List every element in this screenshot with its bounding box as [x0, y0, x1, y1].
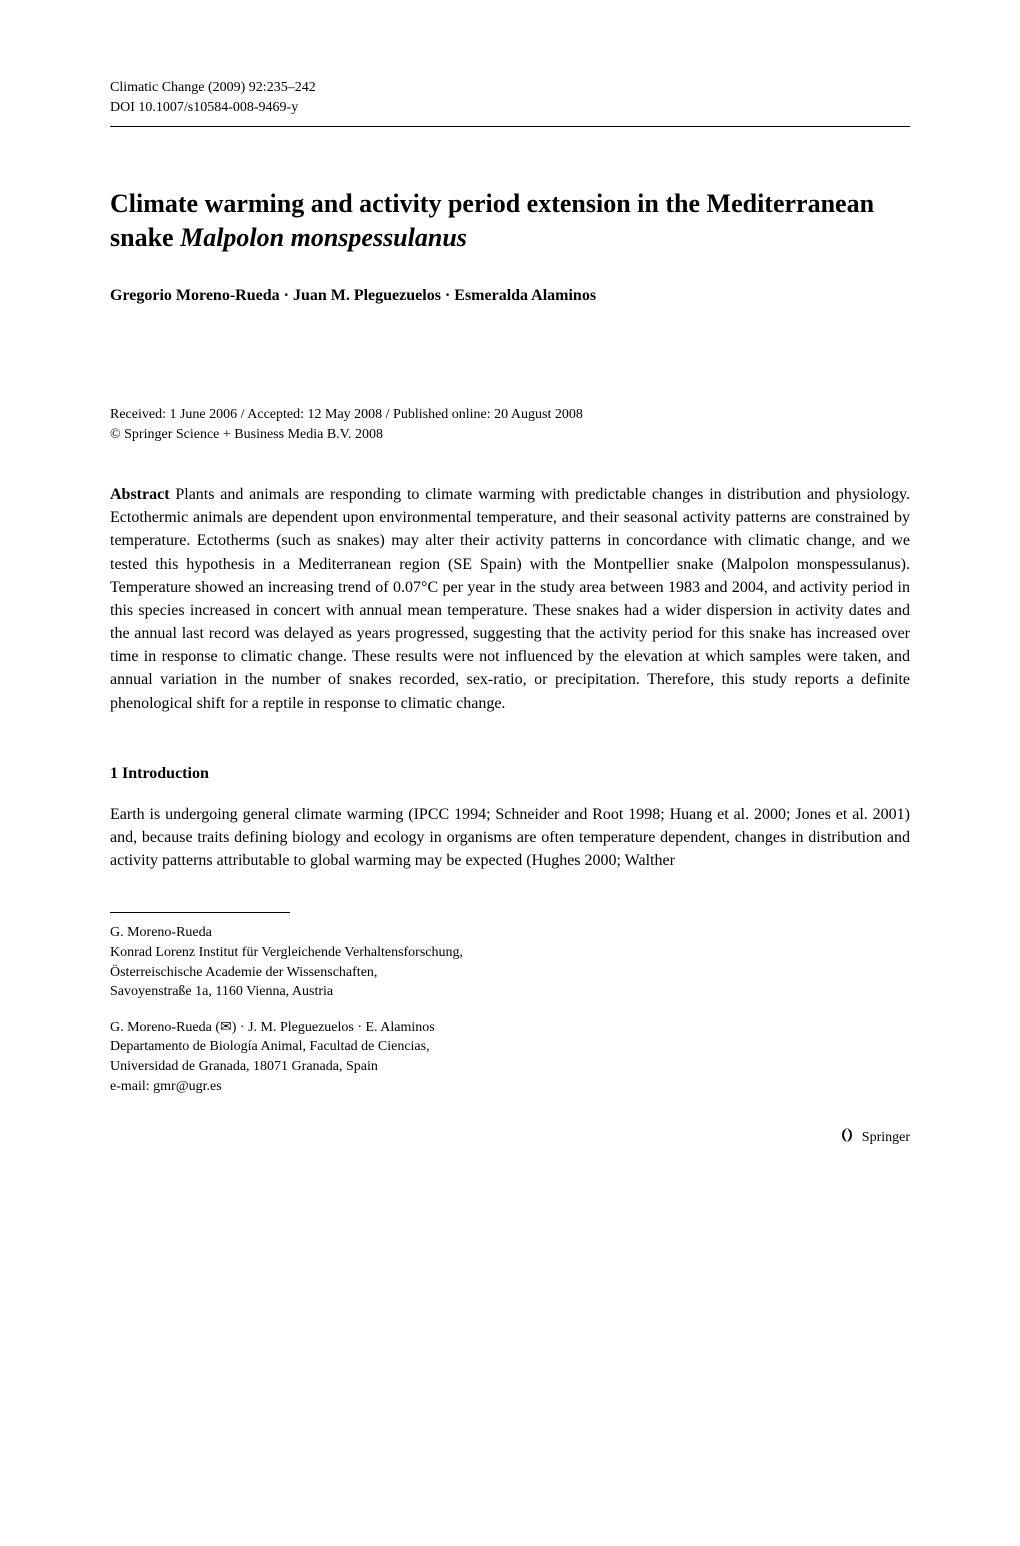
- article-title: Climate warming and activity period exte…: [110, 187, 910, 255]
- affiliation-line: Universidad de Granada, 18071 Granada, S…: [110, 1057, 910, 1077]
- affiliation-block-2: G. Moreno-Rueda (✉) · J. M. Pleguezuelos…: [110, 1018, 910, 1096]
- affiliation-block-1: G. Moreno-Rueda Konrad Lorenz Institut f…: [110, 923, 910, 1001]
- publication-dates: Received: 1 June 2006 / Accepted: 12 May…: [110, 407, 910, 423]
- introduction-paragraph: Earth is undergoing general climate warm…: [110, 803, 910, 873]
- authors: Gregorio Moreno-Rueda · Juan M. Pleguezu…: [110, 285, 910, 307]
- affiliation-name: G. Moreno-Rueda: [110, 923, 910, 943]
- title-species: Malpolon monspessulanus: [180, 223, 467, 252]
- springer-icon: [838, 1126, 856, 1149]
- abstract: Abstract Plants and animals are respondi…: [110, 483, 910, 715]
- publisher-name: Springer: [862, 1130, 910, 1146]
- affiliation-line: Savoyenstraße 1a, 1160 Vienna, Austria: [110, 982, 910, 1002]
- footnote-rule: [110, 912, 290, 913]
- affiliation-line: Österreischische Academie der Wissenscha…: [110, 963, 910, 983]
- section-heading-introduction: 1 Introduction: [110, 765, 910, 783]
- header-rule: [110, 126, 910, 127]
- doi: DOI 10.1007/s10584-008-9469-y: [110, 100, 910, 116]
- affiliation-name: G. Moreno-Rueda (✉) · J. M. Pleguezuelos…: [110, 1018, 910, 1038]
- page-footer: Springer: [110, 1126, 910, 1149]
- abstract-label: Abstract: [110, 486, 170, 503]
- affiliation-line: Departamento de Biología Animal, Faculta…: [110, 1037, 910, 1057]
- journal-reference: Climatic Change (2009) 92:235–242: [110, 80, 316, 96]
- affiliation-line: Konrad Lorenz Institut für Vergleichende…: [110, 943, 910, 963]
- abstract-text: Plants and animals are responding to cli…: [110, 486, 910, 712]
- copyright: © Springer Science + Business Media B.V.…: [110, 427, 910, 443]
- affiliation-email: e-mail: gmr@ugr.es: [110, 1077, 910, 1097]
